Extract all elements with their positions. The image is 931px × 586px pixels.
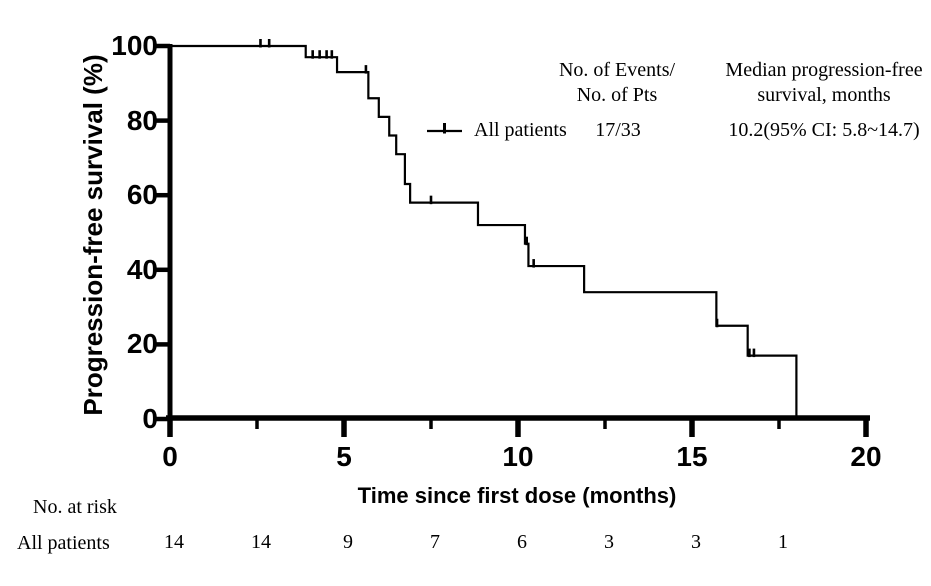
legend-median-value: 10.2(95% CI: 5.8~14.7) (728, 119, 920, 141)
axes (156, 43, 870, 437)
censor-tick-marks (259, 39, 756, 358)
x-tick-label: 0 (162, 441, 178, 472)
x-axis-title: Time since first dose (months) (357, 483, 677, 508)
legend-line-symbol (427, 123, 462, 134)
legend-events-header-line1: No. of Events/ (558, 59, 676, 81)
risk-count: 1 (778, 531, 788, 553)
risk-count: 7 (430, 531, 440, 553)
legend-series-label: All patients (474, 119, 567, 141)
y-tick-label: 100 (111, 30, 158, 61)
legend-median-header: Median progression-free survival, months (725, 58, 922, 108)
y-tick-label: 80 (126, 104, 158, 136)
risk-table-row-label: All patients (17, 532, 110, 554)
survival-step-curve (170, 44, 798, 419)
risk-count: 9 (343, 531, 353, 553)
legend-events-value: 17/33 (595, 119, 641, 141)
legend-events-header-line2: No. of Pts (576, 84, 658, 106)
x-tick-label: 5 (336, 441, 352, 472)
risk-count: 14 (164, 531, 184, 553)
y-tick-label: 20 (126, 328, 158, 360)
legend-events-header: No. of Events/ No. of Pts (559, 58, 675, 108)
risk-count: 6 (517, 531, 527, 553)
risk-table-title: No. at risk (33, 496, 117, 518)
x-tick-label: 15 (676, 441, 708, 472)
legend-median-header-line1: Median progression-free (725, 59, 923, 81)
risk-count: 3 (691, 531, 701, 553)
risk-count: 3 (604, 531, 614, 553)
y-tick-label: 60 (126, 179, 158, 211)
x-tick-label: 20 (850, 441, 882, 472)
x-tick-label: 10 (502, 441, 534, 472)
y-tick-label: 40 (126, 253, 158, 285)
y-axis-title: Progression-free survival (%) (78, 54, 108, 416)
risk-count: 14 (251, 531, 271, 553)
legend-median-header-line2: survival, months (757, 84, 891, 106)
y-tick-label: 0 (142, 403, 158, 434)
